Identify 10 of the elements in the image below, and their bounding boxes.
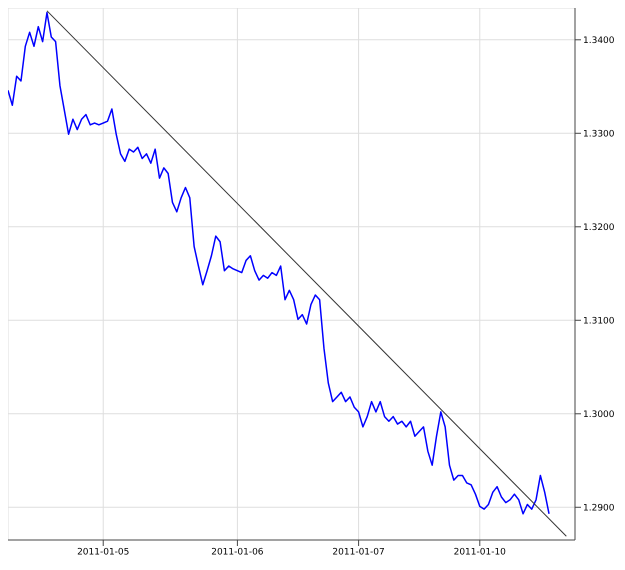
y-tick-label: 1.3000 (583, 410, 615, 420)
x-tick-label: 2011-01-07 (332, 547, 385, 558)
y-tick-label: 1.2900 (583, 503, 615, 514)
y-tick-label: 1.3100 (583, 316, 615, 326)
x-tick-label: 2011-01-05 (77, 547, 130, 558)
y-tick-label: 1.3300 (583, 129, 615, 140)
y-tick-label: 1.3200 (583, 222, 615, 233)
x-tick-label: 2011-01-10 (454, 547, 506, 558)
x-tick-label: 2011-01-06 (211, 547, 264, 558)
y-tick-label: 1.3400 (583, 36, 615, 46)
